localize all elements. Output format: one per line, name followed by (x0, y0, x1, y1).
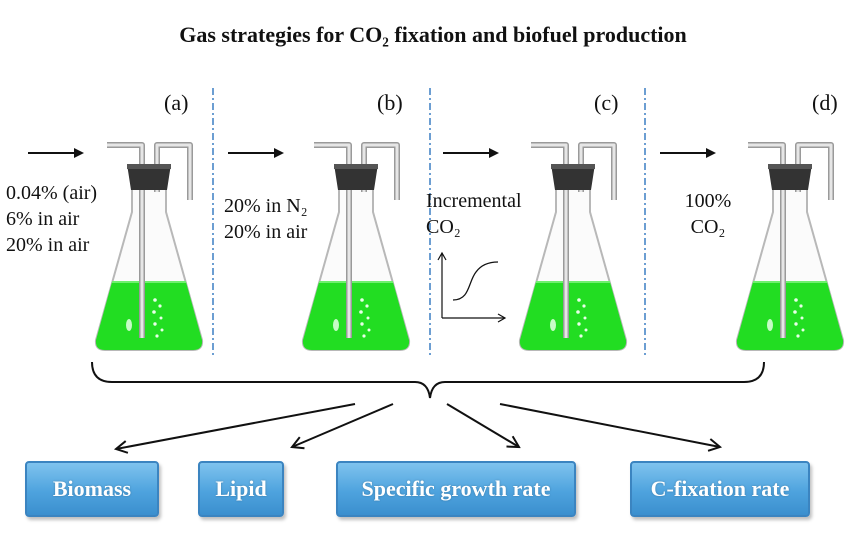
condition-list-b: 20% in N₂ 20% in air (224, 193, 308, 245)
arrow-to-specific-growth-rate (446, 403, 519, 447)
condition-text: 100% (684, 190, 732, 212)
condition-list-c: Incremental CO₂ (426, 188, 522, 240)
outcome-box-biomass: Biomass (25, 461, 159, 517)
condition-text: CO₂ (690, 216, 726, 238)
erlenmeyer-flask-icon (735, 142, 845, 351)
condition-text: 20% in air (6, 234, 90, 256)
condition-text: CO₂ (426, 216, 461, 238)
condition-text: 20% in air (224, 221, 308, 243)
panel-label-b: (b) (377, 90, 403, 115)
outcome-box-specific-growth-rate: Specific growth rate (336, 461, 576, 517)
panel-label-d: (d) (812, 90, 838, 115)
condition-text: 20% in N₂ (224, 195, 308, 217)
erlenmeyer-flask-icon (301, 142, 411, 351)
grouping-brace (91, 361, 765, 399)
sigmoid-curve-icon (437, 251, 507, 323)
condition-text: Incremental (426, 190, 522, 212)
condition-list-d: 100% CO₂ (680, 188, 736, 240)
erlenmeyer-flask-icon (94, 142, 204, 351)
panel-label-c: (c) (594, 90, 619, 115)
panel-label-a: (a) (164, 90, 189, 115)
arrow-to-biomass (116, 403, 356, 449)
condition-text: 6% in air (6, 208, 80, 230)
arrow-to-c-fixation-rate (499, 403, 720, 447)
condition-list-a: 0.04% (air) 6% in air 20% in air (6, 180, 97, 258)
erlenmeyer-flask-icon (518, 142, 628, 351)
outcome-box-c-fixation-rate: C-fixation rate (630, 461, 810, 517)
condition-text: 0.04% (air) (6, 182, 98, 204)
arrow-to-lipid (292, 403, 394, 447)
outcome-box-lipid: Lipid (198, 461, 284, 517)
figure-title: Gas strategies for CO₂ fixation and biof… (179, 22, 687, 47)
